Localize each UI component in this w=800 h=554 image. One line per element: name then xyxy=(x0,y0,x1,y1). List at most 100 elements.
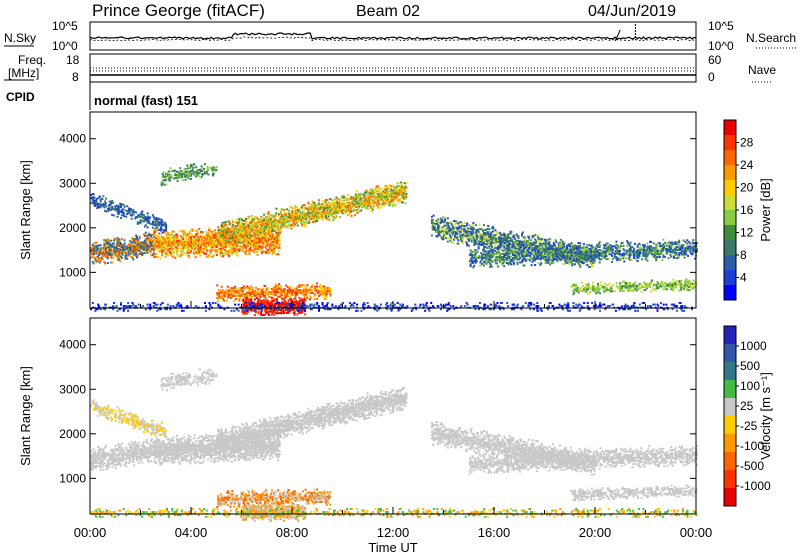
range-cell xyxy=(104,209,107,212)
range-cell xyxy=(566,259,569,262)
range-cell xyxy=(605,255,608,257)
range-cell xyxy=(123,205,126,208)
range-cell xyxy=(92,262,95,265)
range-cell xyxy=(473,237,476,240)
range-cell xyxy=(506,244,508,247)
range-cell xyxy=(233,240,236,243)
range-cell xyxy=(281,215,284,218)
range-cell xyxy=(471,255,474,258)
range-cell xyxy=(155,223,158,226)
range-cell xyxy=(619,245,622,248)
range-cell xyxy=(435,219,438,222)
range-cell xyxy=(495,232,498,235)
range-cell xyxy=(551,247,554,250)
range-cell xyxy=(363,200,366,203)
range-cell xyxy=(539,245,542,248)
range-cell xyxy=(198,246,201,249)
range-cell xyxy=(190,233,193,235)
range-cell xyxy=(514,234,517,237)
range-cell xyxy=(461,241,464,244)
range-cell xyxy=(513,255,516,258)
range-cell xyxy=(388,204,391,207)
range-cell xyxy=(327,201,330,204)
range-cell xyxy=(565,253,568,256)
range-cell xyxy=(507,238,510,241)
range-cell xyxy=(524,242,527,245)
range-cell xyxy=(224,247,227,250)
range-cell xyxy=(532,235,535,238)
range-cell xyxy=(521,259,524,262)
range-cell xyxy=(590,250,593,253)
range-cell xyxy=(611,257,614,260)
range-cell xyxy=(335,196,338,199)
range-cell xyxy=(215,238,217,241)
range-cell xyxy=(283,212,286,214)
range-cell xyxy=(96,202,99,205)
range-cell xyxy=(477,256,480,259)
range-cell xyxy=(521,234,523,237)
range-cell xyxy=(105,240,107,243)
range-cell xyxy=(526,255,529,257)
range-cell xyxy=(145,250,148,253)
range-cell xyxy=(462,235,465,238)
range-cell xyxy=(492,235,495,238)
range-cell xyxy=(393,203,396,206)
range-cell xyxy=(260,246,263,249)
range-cell xyxy=(341,196,344,199)
range-cell xyxy=(450,221,453,223)
range-cell xyxy=(588,252,591,255)
range-cell xyxy=(268,247,271,250)
range-cell xyxy=(296,219,299,222)
range-cell xyxy=(189,229,192,232)
range-cell xyxy=(120,243,122,245)
range-cell xyxy=(303,204,306,207)
range-cell xyxy=(155,246,158,249)
range-cell xyxy=(122,208,125,211)
range-cell xyxy=(488,239,491,242)
range-cell xyxy=(533,256,536,259)
range-cell xyxy=(130,209,133,212)
range-cell xyxy=(540,256,543,258)
range-cell xyxy=(607,258,610,260)
range-cell xyxy=(220,240,223,243)
range-cell xyxy=(320,206,323,209)
range-cell xyxy=(118,238,121,241)
range-cell xyxy=(441,220,444,223)
range-cell xyxy=(154,242,157,244)
range-cell xyxy=(488,228,491,231)
range-cell xyxy=(526,253,529,256)
range-cell xyxy=(273,234,276,237)
range-cell xyxy=(401,201,404,204)
range-cell xyxy=(140,246,143,249)
range-cell xyxy=(502,257,505,260)
range-cell xyxy=(502,262,505,265)
range-cell xyxy=(581,255,583,258)
range-cell xyxy=(231,234,234,237)
range-cell xyxy=(146,242,149,245)
range-cell xyxy=(91,254,94,257)
range-cell xyxy=(329,198,332,201)
range-cell xyxy=(452,226,455,229)
range-cell xyxy=(200,238,203,241)
range-cell xyxy=(246,231,249,234)
range-cell xyxy=(182,231,185,234)
range-cell xyxy=(500,256,503,258)
range-cell xyxy=(382,201,385,204)
range-cell xyxy=(152,220,155,223)
range-cell xyxy=(120,256,123,259)
range-cell xyxy=(176,235,179,237)
range-cell xyxy=(498,245,500,248)
range-cell xyxy=(629,254,632,256)
range-cell xyxy=(566,250,568,253)
range-cell xyxy=(377,193,380,196)
range-cell xyxy=(522,258,525,261)
range-cell xyxy=(577,242,580,244)
range-cell xyxy=(265,228,268,231)
range-cell xyxy=(519,256,522,259)
range-cell xyxy=(230,250,233,253)
range-cell xyxy=(133,250,136,253)
range-cell xyxy=(286,225,289,228)
range-cell xyxy=(366,208,369,211)
range-cell xyxy=(558,256,560,259)
range-cell xyxy=(326,209,329,212)
